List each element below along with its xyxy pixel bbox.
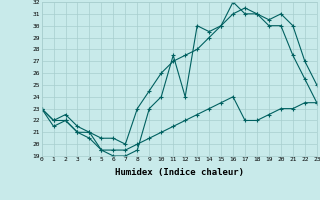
- X-axis label: Humidex (Indice chaleur): Humidex (Indice chaleur): [115, 168, 244, 177]
